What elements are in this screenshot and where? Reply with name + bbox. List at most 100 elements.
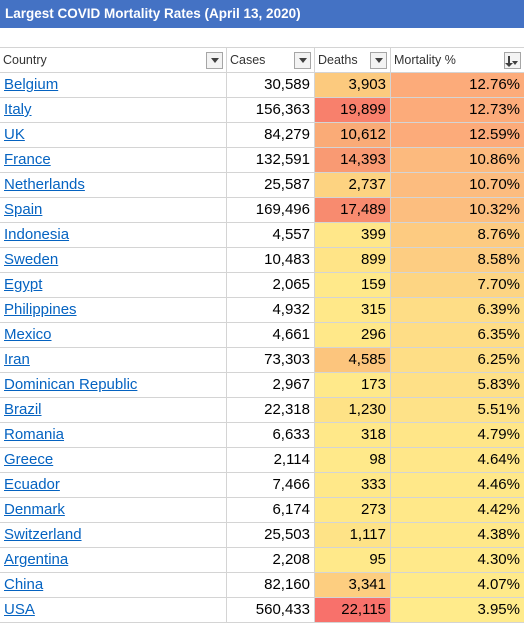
country-link[interactable]: Philippines (4, 301, 77, 318)
blank-row (0, 28, 524, 48)
table-row: Switzerland 25,503 1,117 4.38% (0, 523, 524, 548)
deaths-cell: 17,489 (315, 198, 391, 223)
country-cell: USA (0, 598, 227, 623)
country-cell: France (0, 148, 227, 173)
country-cell: Netherlands (0, 173, 227, 198)
mortality-sort-filter-button[interactable] (504, 52, 521, 69)
cases-cell: 2,208 (227, 548, 315, 573)
country-link[interactable]: Egypt (4, 276, 43, 293)
table-row: Egypt 2,065 159 7.70% (0, 273, 524, 298)
country-header: Country (0, 48, 227, 73)
country-cell: Spain (0, 198, 227, 223)
country-link[interactable]: Argentina (4, 551, 69, 568)
country-link[interactable]: Brazil (4, 401, 42, 418)
mortality-cell: 8.76% (391, 223, 524, 248)
country-link[interactable]: Sweden (4, 251, 59, 268)
mortality-cell: 4.64% (391, 448, 524, 473)
deaths-header-label: Deaths (318, 53, 358, 67)
mortality-header-label: Mortality % (394, 53, 456, 67)
country-link[interactable]: UK (4, 126, 25, 143)
country-link[interactable]: Switzerland (4, 526, 82, 543)
mortality-cell: 6.25% (391, 348, 524, 373)
mortality-cell: 4.46% (391, 473, 524, 498)
cases-cell: 156,363 (227, 98, 315, 123)
cases-cell: 132,591 (227, 148, 315, 173)
country-link[interactable]: Italy (4, 101, 32, 118)
mortality-cell: 10.32% (391, 198, 524, 223)
cases-cell: 73,303 (227, 348, 315, 373)
country-link[interactable]: Ecuador (4, 476, 60, 493)
mortality-cell: 4.79% (391, 423, 524, 448)
cases-cell: 30,589 (227, 73, 315, 98)
cases-cell: 6,633 (227, 423, 315, 448)
country-link[interactable]: Netherlands (4, 176, 85, 193)
country-link[interactable]: Mexico (4, 326, 52, 343)
deaths-cell: 159 (315, 273, 391, 298)
cases-cell: 6,174 (227, 498, 315, 523)
country-cell: Greece (0, 448, 227, 473)
country-link[interactable]: Spain (4, 201, 43, 218)
table-row: Brazil 22,318 1,230 5.51% (0, 398, 524, 423)
country-link[interactable]: Denmark (4, 501, 65, 518)
deaths-filter-button[interactable] (370, 52, 387, 69)
country-link[interactable]: Greece (4, 451, 54, 468)
deaths-cell: 4,585 (315, 348, 391, 373)
table-row: Iran 73,303 4,585 6.25% (0, 348, 524, 373)
table-row: Dominican Republic 2,967 173 5.83% (0, 373, 524, 398)
mortality-cell: 12.59% (391, 123, 524, 148)
table-row: Spain 169,496 17,489 10.32% (0, 198, 524, 223)
country-link[interactable]: Indonesia (4, 226, 70, 243)
cases-cell: 2,967 (227, 373, 315, 398)
mortality-cell: 6.35% (391, 323, 524, 348)
deaths-cell: 3,341 (315, 573, 391, 598)
country-filter-button[interactable] (206, 52, 223, 69)
deaths-cell: 273 (315, 498, 391, 523)
cases-cell: 2,114 (227, 448, 315, 473)
country-link[interactable]: Belgium (4, 76, 59, 93)
country-cell: UK (0, 123, 227, 148)
deaths-cell: 3,903 (315, 73, 391, 98)
country-cell: Romania (0, 423, 227, 448)
country-link[interactable]: Dominican Republic (4, 376, 138, 393)
cases-cell: 25,587 (227, 173, 315, 198)
country-link[interactable]: Iran (4, 351, 30, 368)
deaths-header: Deaths (315, 48, 391, 73)
deaths-cell: 899 (315, 248, 391, 273)
table-row: UK 84,279 10,612 12.59% (0, 123, 524, 148)
mortality-cell: 8.58% (391, 248, 524, 273)
sort-descending-icon (505, 56, 513, 67)
country-cell: Iran (0, 348, 227, 373)
cases-filter-button[interactable] (294, 52, 311, 69)
country-cell: China (0, 573, 227, 598)
cases-header-label: Cases (230, 53, 266, 67)
mortality-cell: 4.30% (391, 548, 524, 573)
table-row: Mexico 4,661 296 6.35% (0, 323, 524, 348)
country-cell: Switzerland (0, 523, 227, 548)
deaths-cell: 399 (315, 223, 391, 248)
cases-cell: 4,557 (227, 223, 315, 248)
country-cell: Belgium (0, 73, 227, 98)
mortality-cell: 4.42% (391, 498, 524, 523)
country-link[interactable]: France (4, 151, 51, 168)
table-row: Greece 2,114 98 4.64% (0, 448, 524, 473)
dropdown-arrow-icon (298, 58, 307, 63)
mortality-cell: 12.76% (391, 73, 524, 98)
mortality-cell: 4.07% (391, 573, 524, 598)
deaths-cell: 19,899 (315, 98, 391, 123)
country-cell: Sweden (0, 248, 227, 273)
deaths-cell: 296 (315, 323, 391, 348)
country-header-label: Country (3, 53, 47, 67)
cases-cell: 4,932 (227, 298, 315, 323)
country-cell: Dominican Republic (0, 373, 227, 398)
country-link[interactable]: China (4, 576, 44, 593)
country-cell: Philippines (0, 298, 227, 323)
cases-cell: 2,065 (227, 273, 315, 298)
table-row: Romania 6,633 318 4.79% (0, 423, 524, 448)
dropdown-arrow-icon (374, 58, 383, 63)
country-link[interactable]: Romania (4, 426, 65, 443)
country-link[interactable]: USA (4, 601, 35, 618)
cases-cell: 84,279 (227, 123, 315, 148)
sheet-title: Largest COVID Mortality Rates (April 13,… (0, 0, 524, 28)
table-row: Argentina 2,208 95 4.30% (0, 548, 524, 573)
dropdown-arrow-icon (512, 61, 518, 65)
